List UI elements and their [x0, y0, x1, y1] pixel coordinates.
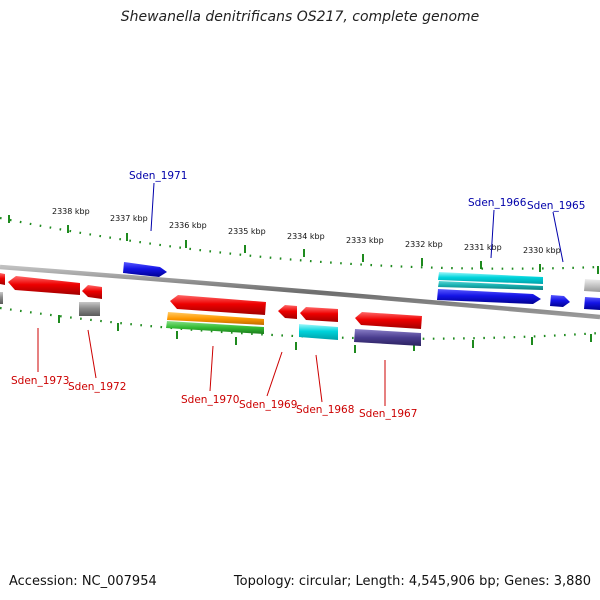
gene-label-sden-1965[interactable]: Sden_1965: [527, 200, 585, 212]
tick-label: 2337 kbp: [110, 214, 148, 223]
gene-label-sden-1966[interactable]: Sden_1966: [468, 197, 527, 209]
feature-sden-1970[interactable]: [170, 295, 266, 315]
tick-label: 2335 kbp: [228, 227, 266, 236]
inner-major-ticks: [58, 315, 592, 353]
feature-sden-1965[interactable]: [550, 295, 570, 307]
feature-gray-1972[interactable]: [79, 302, 100, 316]
feature-sden-1967[interactable]: [354, 329, 421, 346]
reverse-features: [0, 273, 422, 346]
map-title: Shewanella denitrificans OS217, complete…: [120, 9, 480, 25]
tick-label: 2331 kbp: [464, 243, 502, 252]
tick-label: 2333 kbp: [346, 236, 384, 245]
tick-label: 2330 kbp: [523, 246, 561, 255]
outer-major-ticks: [8, 215, 599, 274]
gene-label-sden-1968[interactable]: Sden_1968: [296, 404, 354, 416]
feature-blue-forward[interactable]: [437, 289, 541, 304]
genome-backbone: [0, 264, 600, 320]
feature-sden-1973[interactable]: [8, 276, 80, 295]
gene-label-sden-1971[interactable]: Sden_1971: [129, 170, 187, 182]
gene-label-sden-1967[interactable]: Sden_1967: [359, 408, 417, 420]
forward-features: [123, 262, 600, 310]
scale-labels: 2338 kbp 2337 kbp 2336 kbp 2335 kbp 2334…: [52, 207, 561, 255]
tick-label: 2332 kbp: [405, 240, 443, 249]
tick-label: 2336 kbp: [169, 221, 207, 230]
feature-sden-1966[interactable]: [438, 281, 543, 290]
gene-labels: Sden_1971 Sden_1966 Sden_1965 Sden_1973 …: [11, 170, 585, 420]
feature-sden-1972[interactable]: [82, 285, 102, 299]
gene-label-sden-1969[interactable]: Sden_1969: [239, 399, 297, 411]
feature-green-1970[interactable]: [166, 321, 264, 334]
feature-sden-1968[interactable]: [299, 324, 338, 340]
tick-label: 2334 kbp: [287, 232, 325, 241]
genome-summary-text: Topology: circular; Length: 4,545,906 bp…: [233, 574, 591, 589]
gene-label-sden-1973[interactable]: Sden_1973: [11, 375, 69, 387]
gene-label-sden-1970[interactable]: Sden_1970: [181, 394, 239, 406]
feature-orange-1970[interactable]: [167, 312, 264, 325]
outer-scale-ring: [0, 216, 600, 270]
feature-sden-1966-cyan[interactable]: [438, 272, 543, 284]
feature-sden-1969[interactable]: [278, 305, 297, 319]
feature-red-edge[interactable]: [0, 273, 5, 285]
tick-label: 2338 kbp: [52, 207, 90, 216]
feature-sden-1968-red[interactable]: [300, 307, 338, 322]
gene-label-sden-1972[interactable]: Sden_1972: [68, 381, 126, 393]
feature-red-1967[interactable]: [355, 312, 422, 329]
feature-sden-1971[interactable]: [123, 262, 167, 277]
feature-gray-edge[interactable]: [584, 279, 600, 292]
feature-blue-edge[interactable]: [584, 297, 600, 310]
feature-gray-small-edge[interactable]: [0, 292, 3, 304]
accession-text: Accession: NC_007954: [9, 574, 157, 589]
callout-lines: [37, 182, 564, 406]
